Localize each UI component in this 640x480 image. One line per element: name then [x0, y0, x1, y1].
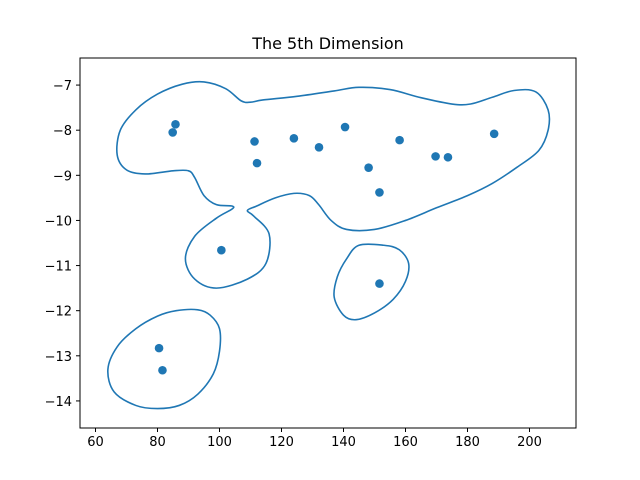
- y-tick-label: −13: [45, 350, 72, 365]
- scatter-point: [289, 134, 299, 143]
- scatter-point: [171, 120, 180, 129]
- x-tick-label: 100: [207, 435, 232, 450]
- y-tick-label: −12: [45, 305, 72, 320]
- scatter-point: [431, 152, 440, 161]
- y-tick-label: −14: [45, 395, 72, 410]
- y-tick-label: −10: [45, 214, 72, 229]
- contour-line-1: [116, 80, 551, 289]
- scatter-point: [250, 137, 259, 146]
- scatter-point: [489, 129, 499, 139]
- contour-lines: [107, 80, 551, 410]
- scatter-point: [158, 365, 167, 375]
- x-tick-label: 80: [149, 435, 166, 450]
- scatter-point: [168, 128, 177, 137]
- scatter-point: [443, 152, 453, 162]
- contour-line-3: [107, 308, 222, 410]
- scatter-point: [375, 279, 384, 288]
- scatter-points: [154, 120, 499, 375]
- scatter-point: [395, 135, 404, 145]
- x-tick-label: 180: [455, 435, 480, 450]
- y-axis: −7 −8 −9 −10 −11 −12 −13 −14: [45, 79, 80, 410]
- contour-line-2: [333, 243, 410, 321]
- plot-frame: [79, 57, 577, 429]
- y-tick-label: −8: [53, 124, 72, 139]
- scatter-point: [314, 143, 324, 152]
- x-tick-label: 160: [393, 435, 418, 450]
- x-tick-label: 120: [269, 435, 294, 450]
- y-tick-label: −9: [53, 169, 72, 184]
- scatter-point: [217, 245, 226, 255]
- chart-title: The 5th Dimension: [251, 34, 404, 53]
- x-tick-label: 140: [331, 435, 356, 450]
- y-tick-label: −7: [53, 79, 72, 94]
- scatter-point: [364, 163, 373, 172]
- scatter-point: [252, 158, 262, 168]
- x-tick-label: 200: [517, 435, 542, 450]
- scatter-point: [375, 188, 384, 197]
- x-axis: 60 80 100 120 140 160 180 200: [87, 428, 542, 450]
- x-tick-label: 60: [87, 435, 104, 450]
- scatter-point: [340, 122, 350, 132]
- scatter-point: [154, 343, 164, 353]
- y-tick-label: −11: [45, 260, 72, 275]
